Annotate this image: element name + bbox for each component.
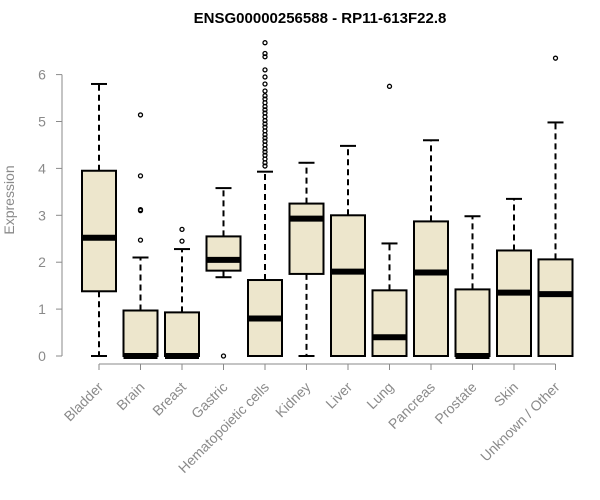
outlier-point <box>262 67 268 73</box>
x-tick-label: Prostate <box>431 379 479 427</box>
x-tick-label: Unknown / Other <box>477 379 563 465</box>
outlier-point <box>262 93 268 99</box>
outlier-point <box>179 238 185 244</box>
box-breast <box>164 226 200 359</box>
y-tick-label: 4 <box>38 160 46 176</box>
x-tick-label: Breast <box>149 379 189 419</box>
outlier-point <box>220 353 227 359</box>
box-lung <box>371 83 408 357</box>
outlier-point <box>262 124 268 130</box>
box-body <box>454 288 491 358</box>
box-body <box>81 169 117 293</box>
box-kidney <box>288 161 325 357</box>
y-tick-label: 2 <box>38 254 46 270</box>
x-tick-label: Brain <box>113 379 147 413</box>
x-tick-label: Lung <box>363 379 396 412</box>
outlier-point <box>262 74 268 80</box>
box-series <box>81 40 574 359</box>
box-pancreas <box>413 139 449 357</box>
outlier-point <box>262 54 268 60</box>
y-tick-label: 1 <box>38 301 46 317</box>
x-tick-label: Skin <box>491 379 522 410</box>
outlier-point <box>386 83 393 89</box>
outlier-point <box>262 138 268 144</box>
outlier-point <box>262 88 268 94</box>
outlier-point <box>137 173 144 179</box>
box-bladder <box>81 82 117 357</box>
box-liver <box>330 144 366 357</box>
box-body <box>371 289 408 357</box>
box-body <box>330 214 366 357</box>
box-body <box>288 202 325 275</box>
box-brain <box>122 112 159 359</box>
outlier-point <box>137 207 144 213</box>
outlier-point <box>137 237 144 243</box>
x-tick-label: Kidney <box>272 379 314 421</box>
outlier-point <box>262 135 268 141</box>
outlier-point <box>262 163 268 169</box>
box-hematopoietic-cells <box>247 40 283 357</box>
box-body <box>122 309 159 357</box>
y-tick-label: 3 <box>38 207 46 223</box>
box-body <box>205 235 242 272</box>
outlier-point <box>262 110 268 116</box>
x-tick-label: Bladder <box>61 379 107 425</box>
y-tick-label: 5 <box>38 114 46 130</box>
y-axis-label: Expression <box>1 165 17 234</box>
y-tick-label: 6 <box>38 67 46 83</box>
y-axis: 0 1 2 3 4 5 6 <box>38 67 63 364</box>
outlier-point <box>262 81 268 87</box>
box-skin <box>496 197 532 358</box>
outlier-point <box>552 55 559 61</box>
outlier-point <box>262 40 268 46</box>
box-body <box>164 311 200 357</box>
outlier-point <box>137 112 144 118</box>
box-gastric <box>205 187 242 359</box>
outlier-point <box>262 107 268 113</box>
outlier-point <box>262 121 268 127</box>
chart-title: ENSG00000256588 - RP11-613F22.8 <box>194 10 447 27</box>
box-body <box>413 220 449 357</box>
y-tick-label: 0 <box>38 348 46 364</box>
box-unknown-other <box>537 55 574 357</box>
outlier-point <box>262 50 268 57</box>
x-tick-label: Liver <box>322 379 355 412</box>
box-body <box>537 258 574 357</box>
outlier-point <box>262 96 268 102</box>
outlier-point <box>262 149 268 155</box>
outlier-point <box>179 226 185 233</box>
box-prostate <box>454 215 491 359</box>
outlier-point <box>262 152 268 158</box>
box-body <box>496 249 532 358</box>
